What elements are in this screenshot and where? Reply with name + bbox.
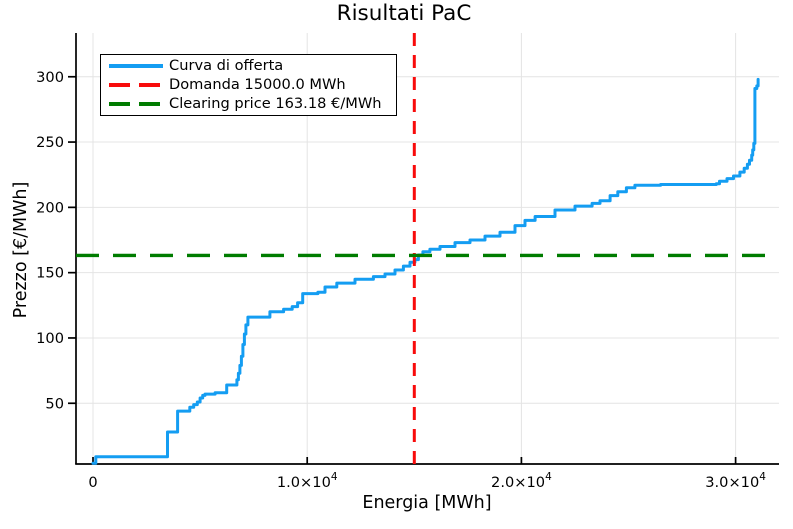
y-tick-label: 250 [36, 134, 64, 151]
demand-line-sample-icon [109, 83, 163, 87]
chart-title: Risultati PaC [336, 1, 472, 26]
y-tick-label: 300 [36, 69, 64, 86]
legend-label: Clearing price 163.18 €/MWh [169, 95, 382, 112]
y-tick-label: 200 [36, 199, 64, 216]
x-tick-label: 2.0×104 [491, 471, 552, 491]
clearing-price-line-sample-icon [109, 102, 163, 106]
legend-entry-demand: Domanda 15000.0 MWh [101, 76, 396, 94]
legend-label: Curva di offerta [169, 57, 284, 74]
x-tick-label: 0 [88, 474, 97, 491]
x-axis-label: Energia [MWh] [362, 493, 492, 513]
y-tick-label: 50 [45, 395, 64, 412]
x-tick-label: 3.0×104 [705, 471, 766, 491]
legend-label: Domanda 15000.0 MWh [169, 76, 346, 93]
supply-curve-line-sample-icon [109, 64, 163, 68]
supply-curve [91, 77, 760, 465]
y-axis-label: Prezzo [€/MWh] [11, 181, 31, 319]
y-tick-label: 150 [36, 265, 64, 282]
y-tick-label: 100 [36, 330, 64, 347]
legend-entry-clearing: Clearing price 163.18 €/MWh [101, 95, 396, 113]
legend-entry-supply: Curva di offerta [101, 57, 396, 75]
legend: Curva di offerta Domanda 15000.0 MWh Cle… [100, 54, 397, 116]
x-tick-label: 1.0×104 [277, 471, 338, 491]
